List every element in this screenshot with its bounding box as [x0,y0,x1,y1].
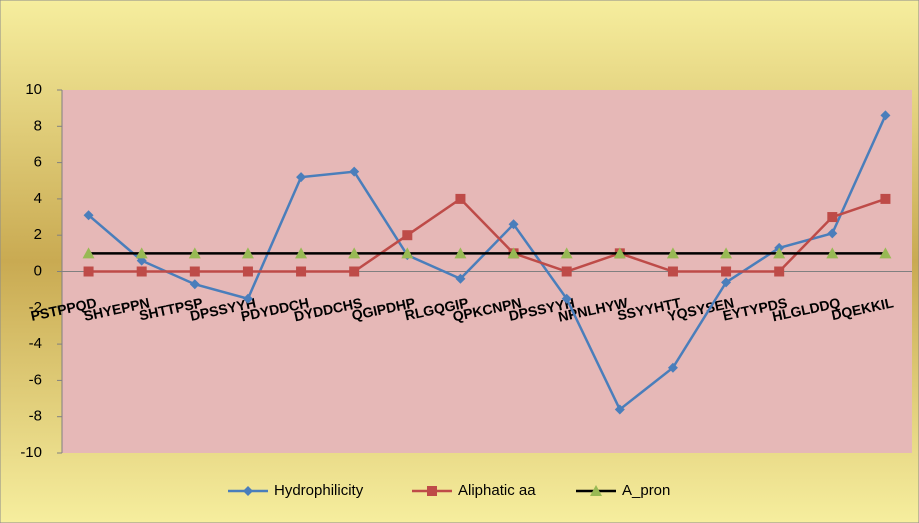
data-point [242,266,253,277]
data-point [880,193,891,204]
data-point [879,247,892,259]
data-point [296,172,307,183]
data-point [827,212,838,223]
data-point [455,273,466,284]
data-point [349,166,360,177]
data-point [242,293,253,304]
data-point [774,266,785,277]
data-point [83,210,94,221]
data-point [295,247,308,259]
y-tick-label: -6 [29,371,42,388]
data-point [721,266,732,277]
data-point [189,279,200,290]
data-point [136,255,147,266]
y-tick-label: 10 [25,81,42,98]
data-point [401,247,414,259]
data-point [720,247,733,259]
data-point [880,110,891,121]
data-point [507,247,520,259]
y-tick-label: -10 [20,444,42,461]
data-point [83,266,94,277]
data-point [82,247,95,259]
data-point [136,266,147,277]
series-line [87,114,887,412]
y-tick-label: 2 [34,226,42,243]
data-point [296,266,307,277]
data-point [455,193,466,204]
legend-marker [590,485,602,496]
data-point [188,247,201,259]
y-tick-label: -2 [29,299,42,316]
data-point [827,228,838,239]
data-point [241,247,254,259]
y-tick-label: 0 [34,262,42,279]
y-tick-label: 6 [34,154,42,171]
data-point [773,247,786,259]
legend-marker [427,486,437,496]
data-point [826,247,839,259]
series-line [88,197,886,273]
y-tick-label: 8 [34,117,42,134]
data-point [454,247,467,259]
data-point [561,293,572,304]
data-point [135,247,148,259]
data-point [189,266,200,277]
y-tick-label: -4 [29,335,42,352]
legend-label: Hydrophilicity [274,482,364,499]
data-point [348,247,361,259]
data-point [560,247,573,259]
legend-label: Aliphatic aa [458,482,536,499]
data-point [666,247,679,259]
data-point [402,230,413,241]
y-tick-label: -8 [29,408,42,425]
y-tick-label: 4 [34,190,42,207]
data-point [667,266,678,277]
data-point [613,247,626,259]
legend-marker [243,486,253,496]
data-point [667,362,678,373]
legend-label: A_pron [622,482,670,499]
data-point [561,266,572,277]
data-point [614,404,625,415]
data-point [721,277,732,288]
data-point [508,219,519,230]
data-point [349,266,360,277]
